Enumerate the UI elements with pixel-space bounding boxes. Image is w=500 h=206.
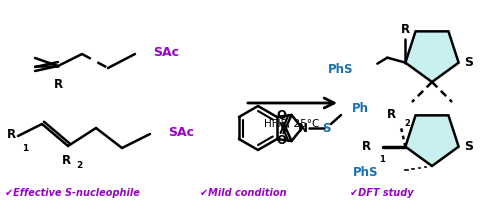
Text: 2: 2 [404, 119, 410, 128]
Text: R: R [54, 77, 62, 90]
Text: R: R [362, 140, 372, 153]
Text: ✔Mild condition: ✔Mild condition [200, 188, 286, 198]
Text: PhS: PhS [352, 166, 378, 179]
Text: R: R [401, 23, 410, 36]
Text: 1: 1 [22, 144, 28, 153]
Text: SAc: SAc [168, 125, 194, 138]
Text: ✔DFT study: ✔DFT study [350, 188, 414, 198]
Text: PhS: PhS [328, 63, 353, 76]
Text: N: N [298, 122, 308, 135]
Text: S: S [464, 56, 472, 69]
Text: R: R [7, 128, 16, 140]
Text: Ph: Ph [352, 102, 369, 115]
Text: R: R [387, 108, 396, 121]
Text: R: R [62, 153, 70, 166]
Text: S: S [322, 122, 330, 135]
Text: O: O [276, 135, 286, 147]
Text: 1: 1 [380, 155, 385, 164]
Text: S: S [464, 140, 472, 153]
Text: 2: 2 [76, 162, 82, 171]
Text: HFIP, 25°C: HFIP, 25°C [264, 119, 320, 129]
Polygon shape [406, 31, 458, 82]
Polygon shape [406, 115, 458, 166]
Text: O: O [276, 109, 286, 122]
Text: SAc: SAc [153, 46, 179, 59]
Text: ✔Effective S-nucleophile: ✔Effective S-nucleophile [5, 188, 140, 198]
